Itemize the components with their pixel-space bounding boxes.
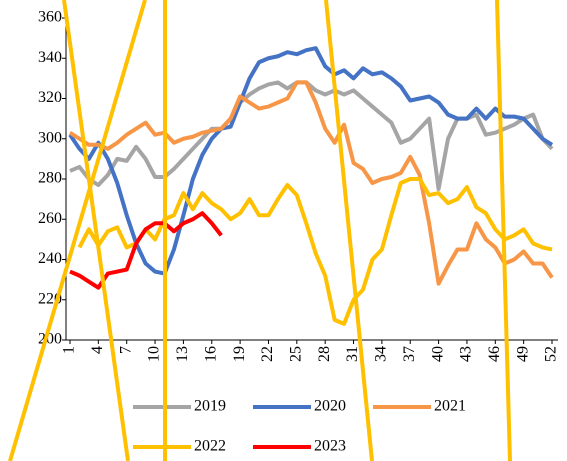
legend: 2019 2020 2021 2022 2023: [133, 398, 466, 455]
x-tick-label: 10: [146, 346, 163, 362]
legend-label: 2019: [194, 398, 226, 415]
y-tick-label: 300: [38, 129, 62, 146]
x-tick-label: 34: [373, 346, 390, 362]
series-line: [68, 80, 554, 286]
x-tick-label: 7: [117, 346, 134, 354]
x-tick-label: 19: [231, 346, 248, 362]
x-tick-label: 37: [401, 346, 418, 362]
legend-label: 2023: [314, 438, 346, 455]
x-tick-label: 13: [174, 346, 191, 362]
series-line: [69, 211, 223, 290]
series-line: [69, 80, 554, 192]
x-tick-label: 22: [259, 346, 276, 362]
legend-label: 2022: [194, 438, 226, 455]
y-tick-label: 240: [38, 250, 62, 267]
x-tick-label: 52: [543, 346, 560, 362]
decor-line: [495, 0, 512, 461]
x-tick-label: 31: [344, 346, 361, 362]
y-tick-label: 360: [38, 9, 62, 26]
decor-line: [8, 0, 147, 461]
x-tick-label: 4: [89, 346, 106, 354]
x-tick-label: 25: [287, 346, 304, 362]
x-tick-label: 40: [429, 346, 446, 362]
series-line: [77, 177, 553, 326]
x-tick-label: 28: [316, 346, 333, 362]
series-line: [68, 46, 554, 276]
y-tick-label: 260: [38, 210, 62, 227]
y-tick-label: 200: [38, 331, 62, 348]
decor-line: [324, 0, 374, 461]
y-tick-label: 340: [38, 49, 62, 66]
x-tick-label: 43: [458, 346, 475, 362]
decor-line: [62, 0, 130, 461]
x-tick-label: 16: [202, 346, 219, 362]
legend-label: 2020: [314, 398, 346, 415]
legend-label: 2021: [434, 398, 466, 415]
x-tick-label: 49: [514, 346, 531, 362]
y-tick-label: 280: [38, 170, 62, 187]
x-tick-label: 46: [486, 346, 503, 362]
y-tick-label: 320: [38, 89, 62, 106]
x-tick-label: 1: [61, 346, 78, 354]
decor-lines: [8, 0, 512, 461]
